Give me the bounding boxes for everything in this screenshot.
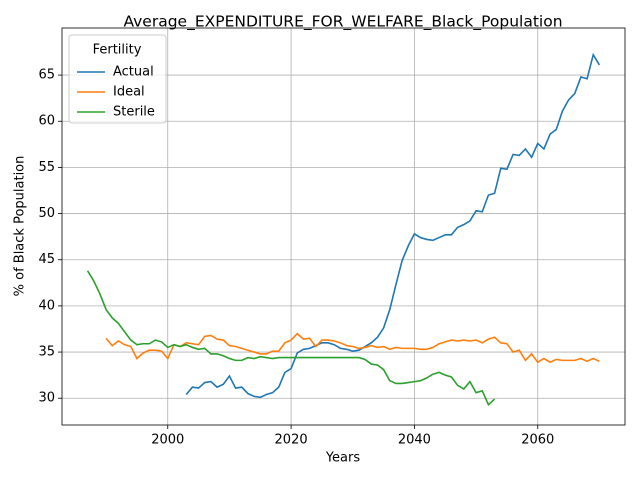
- y-tick-label: 35: [38, 345, 55, 360]
- x-axis-label: Years: [325, 451, 361, 466]
- line-series: [105, 332, 600, 364]
- line-series: [86, 270, 496, 407]
- legend-label: Ideal: [113, 85, 145, 100]
- plot-frame: [61, 27, 626, 426]
- y-tick-label: 55: [38, 160, 55, 175]
- legend-box: [68, 34, 167, 124]
- legend-label: Sterile: [113, 105, 155, 120]
- y-tick-label: 30: [38, 391, 55, 406]
- x-tick-label: 2000: [151, 433, 184, 448]
- y-tick-label: 60: [38, 114, 55, 129]
- y-tick-label: 50: [38, 206, 55, 221]
- x-tick-label: 2040: [398, 433, 431, 448]
- chart-title: Average_EXPENDITURE_FOR_WELFARE_Black_Po…: [123, 13, 562, 32]
- y-tick-label: 40: [38, 298, 55, 313]
- x-tick-label: 2060: [521, 433, 554, 448]
- legend-title: Fertility: [93, 43, 142, 58]
- x-tick-label: 2020: [275, 433, 308, 448]
- legend-label: Actual: [113, 65, 154, 80]
- y-tick-label: 65: [38, 68, 55, 83]
- y-tick-label: 45: [38, 252, 55, 267]
- line-series: [185, 52, 601, 399]
- y-axis-label: % of Black Population: [13, 156, 28, 297]
